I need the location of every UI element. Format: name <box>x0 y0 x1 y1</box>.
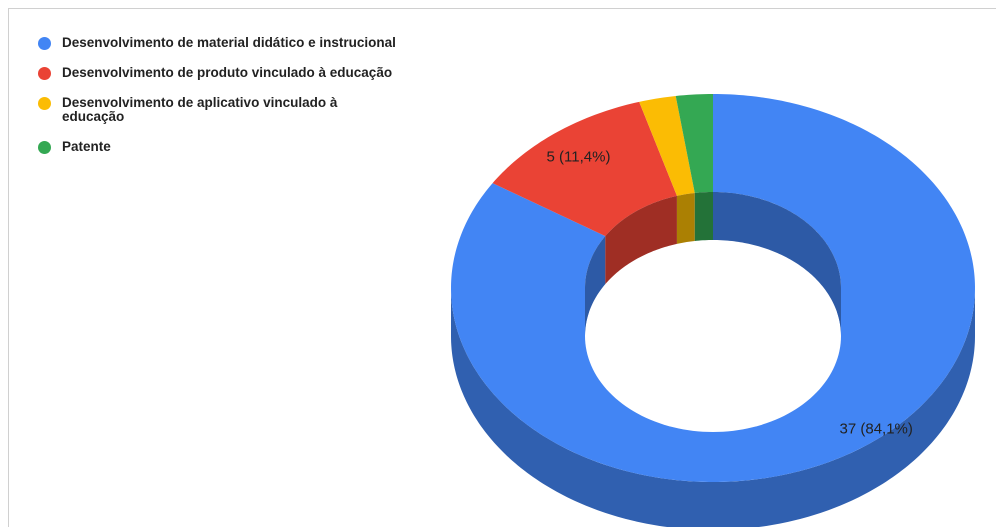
data-label-material-didatico: 37 (84,1%) <box>840 421 913 438</box>
donut-inner-wall <box>585 192 841 432</box>
donut-inner-wall-produto-educacao <box>605 195 677 285</box>
donut-top-surface <box>451 94 975 482</box>
donut-inner-wall-material-didatico <box>585 236 606 336</box>
chart-frame-top <box>8 8 996 9</box>
donut-inner-wall-patente <box>694 192 713 241</box>
legend-label-patente: Patente <box>62 139 111 154</box>
donut-inner-wall-material-didatico <box>713 192 841 336</box>
donut-slice-material-didatico[interactable] <box>451 94 975 482</box>
legend-item-aplicativo-educacao[interactable]: Desenvolvimento de aplicativo vinculado … <box>36 96 396 124</box>
donut-slice-produto-educacao[interactable] <box>492 101 677 237</box>
donut-outer-side <box>451 288 975 527</box>
legend-item-patente[interactable]: Patente <box>36 140 396 154</box>
donut-slice-patente[interactable] <box>675 94 713 193</box>
legend-label-produto-educacao: Desenvolvimento de produto vinculado à e… <box>62 65 393 80</box>
legend-swatch-aplicativo-educacao <box>38 97 51 110</box>
legend-label-aplicativo-educacao: Desenvolvimento de aplicativo vinculado … <box>62 95 338 124</box>
legend-swatch-produto-educacao <box>38 67 51 80</box>
donut-side-material-didatico <box>451 288 975 527</box>
donut-hole <box>585 240 841 432</box>
chart-legend: Desenvolvimento de material didático e i… <box>36 36 396 154</box>
legend-swatch-patente <box>38 141 51 154</box>
legend-label-material-didatico: Desenvolvimento de material didático e i… <box>62 35 396 50</box>
chart-frame-left <box>8 8 9 527</box>
donut-inner-wall-aplicativo-educacao <box>676 192 695 244</box>
donut-slice-aplicativo-educacao[interactable] <box>639 95 695 196</box>
data-label-produto-educacao: 5 (11,4%) <box>547 149 611 166</box>
data-labels: 37 (84,1%) 5 (11,4%) <box>547 149 913 438</box>
legend-item-material-didatico[interactable]: Desenvolvimento de material didático e i… <box>36 36 396 50</box>
legend-item-produto-educacao[interactable]: Desenvolvimento de produto vinculado à e… <box>36 66 396 80</box>
legend-swatch-material-didatico <box>38 37 51 50</box>
